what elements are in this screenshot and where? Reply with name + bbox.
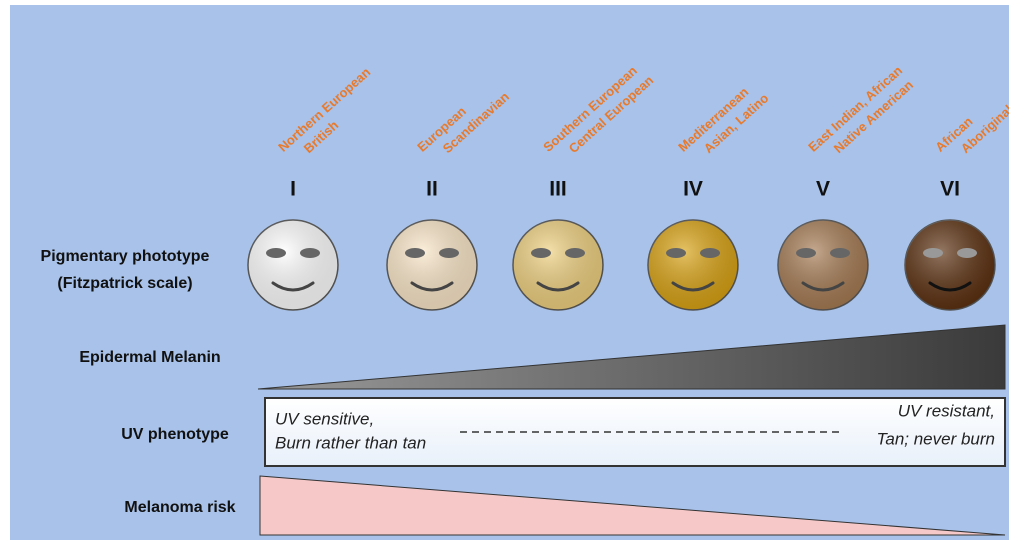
- eye: [300, 248, 320, 258]
- phototype-numeral: I: [290, 178, 296, 201]
- phototype-numeral: IV: [683, 178, 703, 201]
- eye: [531, 248, 551, 258]
- face-shine: [513, 220, 603, 310]
- phototype-numeral: II: [426, 178, 438, 201]
- uv-text: UV resistant,: [898, 401, 995, 420]
- face-shine: [905, 220, 995, 310]
- eye: [830, 248, 850, 258]
- row-label: Epidermal Melanin: [79, 349, 220, 366]
- face-shine: [648, 220, 738, 310]
- row-label: (Fitzpatrick scale): [57, 275, 192, 292]
- face-shine: [778, 220, 868, 310]
- eye: [700, 248, 720, 258]
- diagram: Pigmentary phototype (Fitzpatrick scale)…: [0, 0, 1009, 540]
- eye: [957, 248, 977, 258]
- eye: [666, 248, 686, 258]
- row-label: Melanoma risk: [124, 499, 235, 516]
- phototype-numeral: III: [549, 178, 567, 201]
- row-label: UV phenotype: [121, 426, 229, 443]
- eye: [405, 248, 425, 258]
- row-label: Pigmentary phototype: [41, 248, 210, 265]
- face-shine: [248, 220, 338, 310]
- uv-text: UV sensitive,: [275, 409, 374, 428]
- eye: [565, 248, 585, 258]
- eye: [266, 248, 286, 258]
- phototype-numeral: V: [816, 178, 830, 201]
- uv-text: Tan; never burn: [877, 429, 995, 448]
- face-shine: [387, 220, 477, 310]
- phototype-numeral: VI: [940, 178, 960, 201]
- eye: [923, 248, 943, 258]
- uv-text: Burn rather than tan: [275, 433, 426, 452]
- eye: [439, 248, 459, 258]
- eye: [796, 248, 816, 258]
